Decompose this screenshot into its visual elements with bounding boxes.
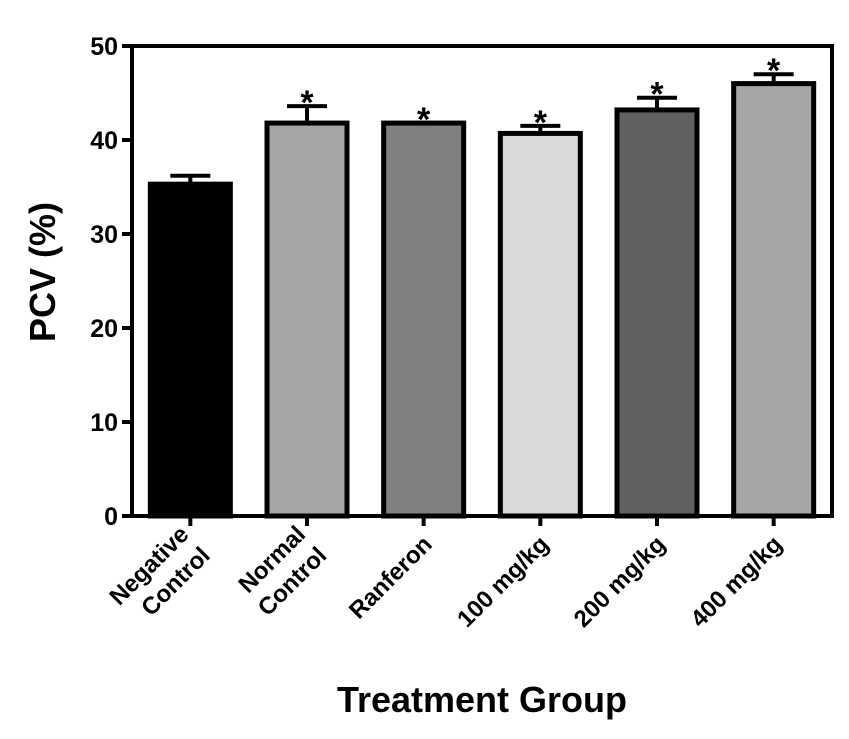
y-tick-label: 0 — [104, 503, 118, 531]
y-tick-label: 20 — [90, 315, 118, 343]
x-tick-label: 200 mg/kg — [569, 531, 671, 633]
x-tick-label: 100 mg/kg — [452, 531, 554, 633]
x-tick-label-line: 100 mg/kg — [452, 531, 554, 633]
x-tick-label: 400 mg/kg — [685, 531, 787, 633]
bar — [147, 181, 233, 519]
significance-marker: * — [534, 104, 548, 142]
bar — [731, 81, 817, 519]
y-tick-label: 30 — [90, 221, 118, 249]
x-tick-label-line: 400 mg/kg — [685, 531, 787, 633]
bar — [614, 107, 700, 519]
bar — [264, 120, 350, 519]
x-axis-title: Treatment Group — [337, 679, 627, 720]
bar — [381, 120, 467, 519]
x-tick-label-line: 200 mg/kg — [569, 531, 671, 633]
plot-area: 0 10 20 30 40 50 NegativeControl * NormalControl… — [90, 33, 834, 633]
y-tick-label: 10 — [90, 409, 118, 437]
x-tick-label-line: Ranferon — [344, 531, 438, 625]
significance-marker: * — [767, 52, 781, 90]
significance-marker: * — [300, 84, 314, 122]
bar — [497, 130, 583, 519]
y-tick-label: 50 — [90, 33, 118, 61]
y-axis-title: PCV (%) — [22, 202, 63, 342]
plot-frame — [130, 44, 834, 518]
x-tick-label: NormalControl — [232, 521, 333, 622]
significance-marker: * — [417, 101, 431, 139]
significance-marker: * — [650, 76, 664, 114]
y-tick-label: 40 — [90, 127, 118, 155]
x-tick-label: Ranferon — [344, 531, 438, 625]
x-tick-label: NegativeControl — [104, 521, 215, 632]
